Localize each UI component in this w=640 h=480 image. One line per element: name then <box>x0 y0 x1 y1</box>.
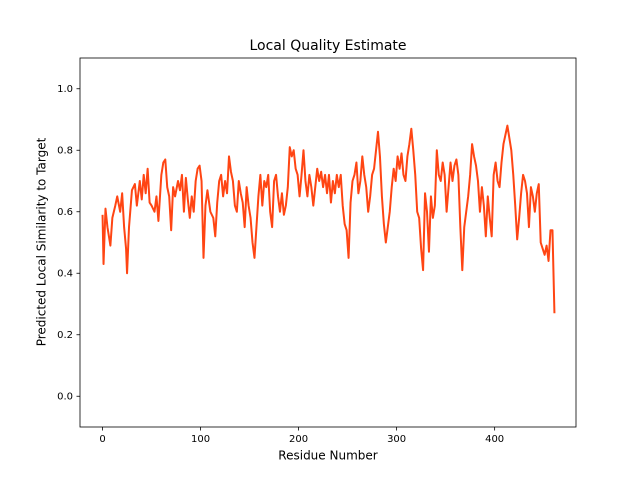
y-tick-label: 0.6 <box>57 207 73 218</box>
y-tick-label: 0.0 <box>57 391 73 402</box>
x-axis-label: Residue Number <box>278 449 377 463</box>
chart-title: Local Quality Estimate <box>249 38 406 54</box>
y-tick-label: 0.2 <box>57 330 73 341</box>
x-tick-label: 100 <box>191 434 210 445</box>
x-tick-label: 200 <box>289 434 308 445</box>
x-tick-label: 300 <box>387 434 406 445</box>
data-line <box>101 124 556 314</box>
y-axis-label: Predicted Local Similarity to Target <box>35 137 49 346</box>
y-tick-label: 0.4 <box>57 268 73 279</box>
y-tick-label: 0.8 <box>57 145 73 156</box>
x-tick-label: 400 <box>485 434 504 445</box>
plot-frame <box>79 57 577 428</box>
x-tick-label: 0 <box>99 434 105 445</box>
y-tick-label: 1.0 <box>57 84 73 95</box>
